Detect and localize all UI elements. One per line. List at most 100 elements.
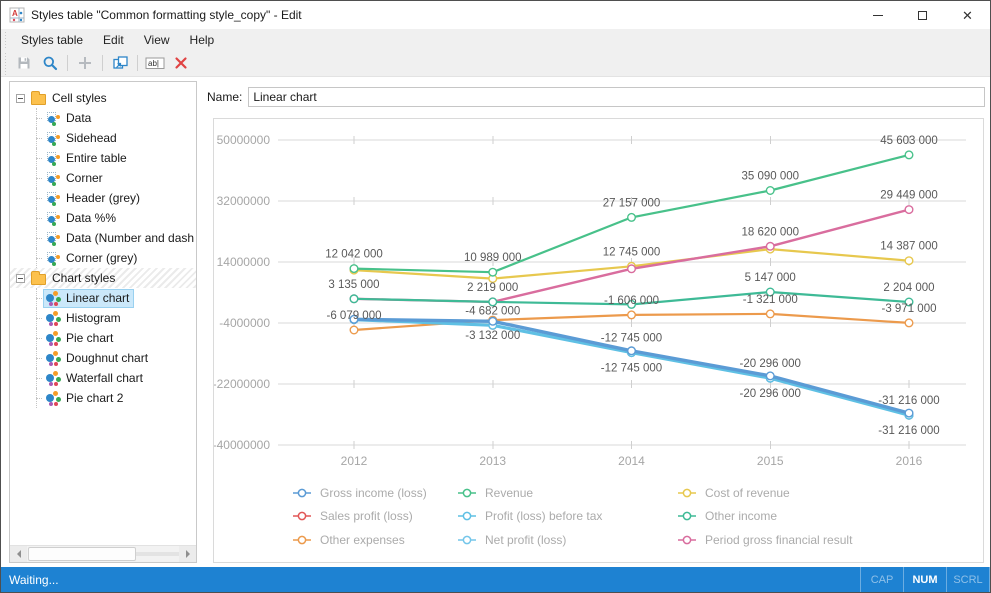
legend-label: Profit (loss) before tax: [485, 509, 602, 523]
cell-style-icon: [46, 211, 61, 226]
menu-help[interactable]: Help: [189, 32, 215, 47]
data-point-label: -4 682 000: [465, 305, 520, 317]
style-name-input[interactable]: [248, 87, 986, 107]
scrollbar-thumb[interactable]: [28, 547, 136, 561]
data-point-marker: [488, 267, 498, 277]
close-button[interactable]: ✕: [945, 1, 990, 29]
maximize-button[interactable]: [900, 1, 945, 29]
data-point-marker: [904, 318, 914, 328]
data-point-marker: [349, 314, 359, 324]
data-point-label: -12 745 000: [601, 333, 662, 345]
tree-item-label: Data: [66, 111, 92, 125]
legend-label: Sales profit (loss): [320, 509, 413, 523]
cell-style-icon: [46, 171, 61, 186]
minimize-button[interactable]: [855, 1, 900, 29]
tree-item-data[interactable]: Data: [10, 108, 196, 128]
tree-item-corner[interactable]: Corner: [10, 168, 196, 188]
data-point-label: -1 606 000: [604, 295, 659, 307]
save-button[interactable]: [11, 52, 37, 75]
tree-item-label: Data %%: [66, 211, 117, 225]
content-area: Cell styles Data Sidehead Entire table Corne…: [1, 77, 990, 567]
tree-item-data-[interactable]: Data %%: [10, 208, 196, 228]
data-point-marker: [349, 325, 359, 335]
status-separator: [946, 567, 947, 592]
data-point-marker: [904, 408, 914, 418]
data-point-label: 14 387 000: [880, 241, 938, 253]
menu-view[interactable]: View: [143, 32, 170, 47]
scroll-left-button[interactable]: [10, 546, 27, 562]
scrollbar-track[interactable]: [136, 552, 179, 556]
data-point-marker: [765, 185, 775, 195]
tree-item-entire-table[interactable]: Entire table: [10, 148, 196, 168]
tree-horizontal-scrollbar[interactable]: [10, 545, 196, 562]
data-point-marker: [349, 294, 359, 304]
tree-item-linear-chart[interactable]: Linear chart: [10, 288, 196, 308]
tree-item-corner-grey-[interactable]: Corner (grey): [10, 248, 196, 268]
tree-group-label: Cell styles: [52, 91, 107, 105]
data-point-label: -3 971 000: [882, 303, 937, 315]
cell-style-icon: [46, 191, 61, 206]
x-axis-tick-label: 2013: [479, 454, 506, 468]
tree-item-header-grey-[interactable]: Header (grey): [10, 188, 196, 208]
data-point-label: -31 216 000: [878, 395, 939, 407]
tree-item-label: Linear chart: [66, 291, 130, 305]
folder-icon: [31, 270, 46, 285]
data-point-marker: [765, 371, 775, 381]
copy-icon: [112, 56, 128, 69]
data-point-marker: [627, 310, 637, 320]
scroll-right-button[interactable]: [179, 546, 196, 562]
collapse-icon[interactable]: [16, 273, 25, 283]
tree-item-pie-chart-2[interactable]: Pie chart 2: [10, 388, 196, 408]
menubar-grip: [3, 29, 8, 50]
data-point-label: -12 745 000: [601, 363, 662, 375]
data-point-label: 45 603 000: [880, 135, 938, 147]
tree-group-chart-styles[interactable]: Chart styles: [10, 268, 196, 288]
data-point-marker: [627, 212, 637, 222]
duplicate-button[interactable]: [107, 52, 133, 75]
tree-item-data-number-and-dash[interactable]: Data (Number and dash: [10, 228, 196, 248]
data-point-label: 18 620 000: [741, 226, 799, 238]
tree-item-histogram[interactable]: Histogram: [10, 308, 196, 328]
preview-button[interactable]: [37, 52, 63, 75]
tree-item-pie-chart[interactable]: Pie chart: [10, 328, 196, 348]
y-axis-tick-label: 14000000: [217, 255, 271, 269]
data-point-marker: [765, 309, 775, 319]
cell-style-icon: [46, 131, 61, 146]
data-point-label: 12 042 000: [325, 249, 383, 261]
tree-item-waterfall-chart[interactable]: Waterfall chart: [10, 368, 196, 388]
menu-edit[interactable]: Edit: [103, 32, 124, 47]
tree-item-label: Sidehead: [66, 131, 117, 145]
minimize-icon: [872, 14, 883, 16]
tree-item-label: Pie chart: [66, 331, 114, 345]
data-point-marker: [627, 264, 637, 274]
chart-style-icon: [46, 370, 61, 386]
tree-item-sidehead[interactable]: Sidehead: [10, 128, 196, 148]
tree-item-label: Header (grey): [66, 191, 141, 205]
menu-styles-table[interactable]: Styles table: [21, 32, 84, 47]
tree-group-label: Chart styles: [52, 271, 116, 285]
rename-glyph: ab|: [148, 59, 159, 68]
cell-style-icon: [46, 251, 61, 266]
legend-label: Net profit (loss): [485, 533, 566, 547]
tree-item-doughnut-chart[interactable]: Doughnut chart: [10, 348, 196, 368]
status-separator: [989, 567, 990, 592]
tree-item-label: Entire table: [66, 151, 127, 165]
data-point-label: -31 216 000: [878, 425, 939, 437]
data-point-label: 2 219 000: [467, 282, 518, 294]
toolbar: ab|: [1, 50, 990, 77]
rename-button[interactable]: ab|: [142, 52, 168, 75]
data-point-label: -6 079 000: [327, 310, 382, 322]
delete-button[interactable]: [168, 52, 194, 75]
tree-group-cell-styles[interactable]: Cell styles: [10, 88, 196, 108]
tree-item-label: Waterfall chart: [66, 371, 143, 385]
maximize-icon: [918, 10, 927, 20]
tree-item-label: Corner (grey): [66, 251, 138, 265]
folder-icon: [31, 90, 46, 105]
data-point-label: -3 132 000: [465, 330, 520, 342]
collapse-icon[interactable]: [16, 93, 25, 103]
add-button[interactable]: [72, 52, 98, 75]
styles-tree-panel: Cell styles Data Sidehead Entire table Corne…: [9, 81, 197, 563]
menu-bar: Styles table Edit View Help: [1, 29, 990, 50]
data-point-label: 27 157 000: [603, 197, 661, 209]
